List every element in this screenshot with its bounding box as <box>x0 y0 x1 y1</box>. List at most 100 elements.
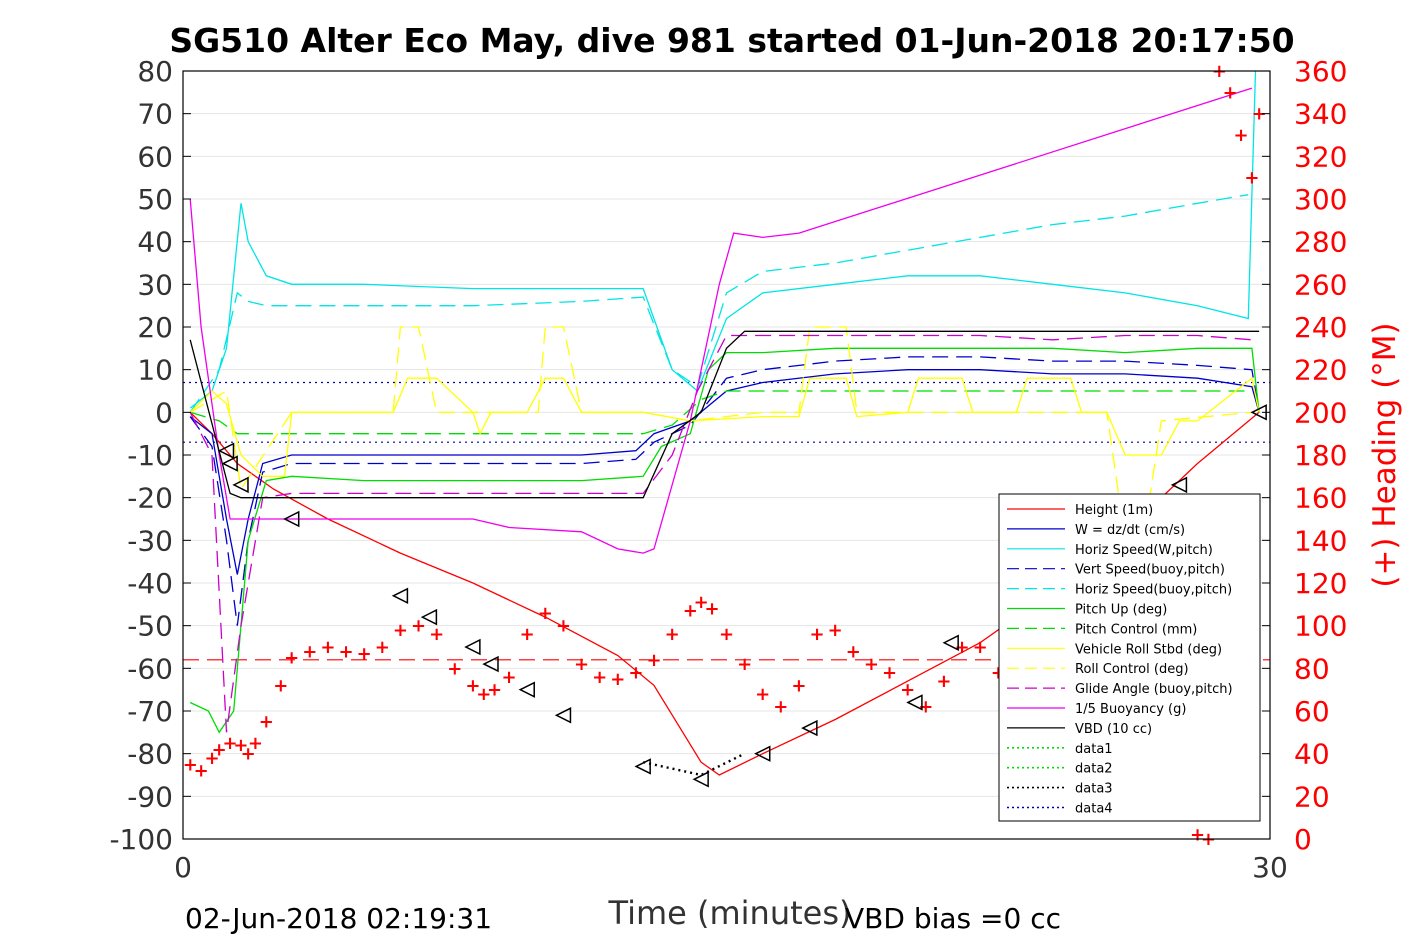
heading-point: + <box>233 735 248 756</box>
legend-entry: data3 <box>1075 782 1113 797</box>
y-tick-label: -70 <box>127 695 173 728</box>
triangle-marker <box>754 745 771 762</box>
heading-point: + <box>1244 168 1259 189</box>
legend-entry: Vehicle Roll Stbd (deg) <box>1075 642 1222 657</box>
x-tick-label: 30 <box>1252 851 1288 884</box>
triangle-marker <box>692 771 709 788</box>
legend-entry: Height (1m) <box>1075 503 1153 518</box>
heading-point: + <box>284 648 299 669</box>
triangle-marker <box>391 587 409 605</box>
y-right-tick-label: 120 <box>1294 567 1347 600</box>
series-line <box>189 356 1260 626</box>
heading-point: + <box>646 650 661 671</box>
heading-point: + <box>828 620 843 641</box>
heading-point: + <box>339 641 354 662</box>
y-tick-label: 70 <box>137 98 173 131</box>
series-line <box>642 752 746 777</box>
heading-point: + <box>882 663 897 684</box>
y-right-tick-label: 180 <box>1294 439 1347 472</box>
heading-point: + <box>556 616 571 637</box>
heading-point: + <box>737 654 752 675</box>
y-tick-label: -10 <box>127 439 173 472</box>
heading-point: + <box>628 663 643 684</box>
heading-point: + <box>223 733 238 754</box>
heading-point: + <box>538 603 553 624</box>
legend-entry: data2 <box>1075 762 1113 777</box>
y-tick-label: 0 <box>155 396 173 429</box>
series-group <box>189 70 1260 777</box>
series-line <box>189 330 1260 499</box>
y-tick-label: -40 <box>127 567 173 600</box>
heading-point: + <box>773 697 788 718</box>
heading-point: + <box>259 712 274 733</box>
heading-point: + <box>683 601 698 622</box>
y-tick-label: 10 <box>137 354 173 387</box>
legend-entry: Glide Angle (buoy,pitch) <box>1075 682 1233 697</box>
triangle-marker <box>283 510 300 528</box>
legend: Height (1m) W = dz/dt (cm/s) Horiz Speed(W… <box>998 493 1261 822</box>
right-y-ticks: 3603403203002802602402202001801601401201… <box>1262 55 1347 856</box>
y-right-tick-label: 0 <box>1294 823 1312 856</box>
series-line <box>189 347 1260 734</box>
y-right-tick-label: 200 <box>1294 396 1347 429</box>
footer-vbd-bias: VBD bias =0 cc <box>845 902 1061 935</box>
y-right-tick-label: 40 <box>1294 738 1330 771</box>
series-line <box>189 194 1249 413</box>
y-tick-label: -100 <box>109 823 173 856</box>
y-tick-label: -20 <box>127 482 173 515</box>
y-tick-label: -30 <box>127 524 173 557</box>
legend-entry: Pitch Control (mm) <box>1075 622 1197 637</box>
heading-point: + <box>574 654 589 675</box>
heading-point: + <box>1223 82 1238 103</box>
y-right-tick-label: 60 <box>1294 695 1330 728</box>
heading-point: + <box>846 641 861 662</box>
heading-point: + <box>719 624 734 645</box>
footer-timestamp: 02-Jun-2018 02:19:31 <box>185 902 492 935</box>
series-line <box>190 390 1252 435</box>
triangle-marker <box>232 476 249 494</box>
heading-point: + <box>429 624 444 645</box>
y-right-tick-label: 80 <box>1294 652 1330 685</box>
heading-point: + <box>447 658 462 679</box>
x-ticks: 0 30 <box>174 831 1288 884</box>
heading-point: + <box>954 637 969 658</box>
heading-point: + <box>936 671 951 692</box>
triangle-marker <box>942 634 959 651</box>
triangle-marker <box>906 694 923 711</box>
heading-point: + <box>791 675 806 696</box>
y-right-tick-label: 240 <box>1294 311 1347 344</box>
heading-point: + <box>476 684 491 705</box>
y-tick-label: 20 <box>137 311 173 344</box>
triangle-marker <box>801 719 818 737</box>
triangle-markers <box>217 404 1267 788</box>
y-right-tick-label: 220 <box>1294 354 1347 387</box>
y-tick-label: 60 <box>137 140 173 173</box>
y-right-tick-label: 360 <box>1294 55 1347 88</box>
y-right-tick-label: 20 <box>1294 780 1330 813</box>
heading-point: + <box>1252 104 1267 125</box>
y-right-tick-label: 280 <box>1294 226 1347 259</box>
y-right-tick-label: 160 <box>1294 482 1347 515</box>
heading-point: + <box>1190 825 1205 846</box>
triangle-marker <box>420 608 438 626</box>
legend-entry: Horiz Speed(W,pitch) <box>1075 543 1213 558</box>
heading-point: + <box>502 667 517 688</box>
y-right-tick-label: 320 <box>1294 140 1347 173</box>
y-right-tick-label: 260 <box>1294 268 1347 301</box>
triangle-marker <box>464 638 481 656</box>
heading-point: + <box>864 654 879 675</box>
y-tick-label: 40 <box>137 226 173 259</box>
triangle-marker <box>1170 476 1188 494</box>
y-right-tick-label: 100 <box>1294 610 1347 643</box>
legend-entry: Roll Control (deg) <box>1075 662 1189 677</box>
heading-point: + <box>204 748 219 769</box>
left-y-ticks: 80 70 60 50 40 30 20 10 0 -10 -20 -30 -40 -50 -60 -70 -8… <box>109 55 191 856</box>
heading-point: + <box>487 680 502 701</box>
heading-point: + <box>411 616 426 637</box>
heading-point: + <box>302 641 317 662</box>
legend-entry: Horiz Speed(buoy,pitch) <box>1075 583 1232 598</box>
y-tick-label: -50 <box>127 610 173 643</box>
legend-entry: W = dz/dt (cm/s) <box>1075 523 1185 538</box>
heading-point: + <box>755 684 770 705</box>
